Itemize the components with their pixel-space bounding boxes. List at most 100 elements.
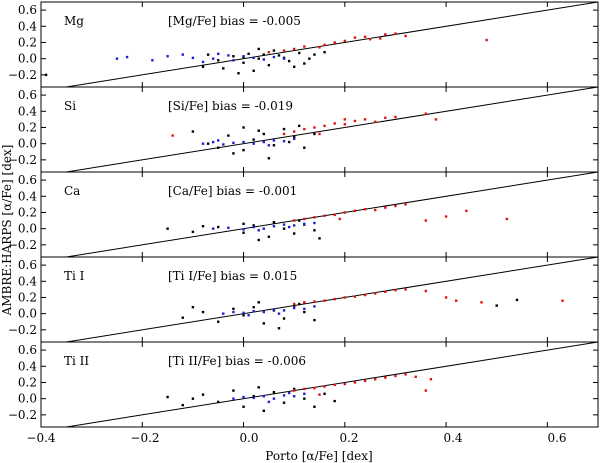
data-point-black [257,129,260,132]
data-point-red [333,297,336,301]
data-point-black [303,146,306,149]
panel-frame [40,171,599,258]
data-point-red [323,214,326,217]
data-point-black [495,304,498,307]
data-point-red [455,299,458,302]
data-point-red [343,382,347,386]
data-point-red [485,38,488,42]
data-point-red [353,381,357,384]
y-tick-label: 0.4 [18,189,37,203]
data-point-black [201,225,205,228]
data-point-blue [292,224,296,227]
panel-ca: −0.2 0.0 0.2 0.4 0.6 Ca [Ca/Fe] bias = -0.001 [8,171,599,258]
data-point-red [282,49,286,52]
data-point-red [384,33,387,36]
data-point-blue [267,400,271,404]
data-point-red [313,300,316,303]
data-point-red [424,389,428,392]
data-point-blue [262,58,265,61]
data-point-blue [247,314,250,317]
y-tick-label: 0.0 [18,52,37,66]
data-point-blue [282,140,286,143]
data-point-black [272,220,276,224]
data-point-red [444,296,448,299]
panel-si: −0.2 0.0 0.2 0.4 0.6 Si [Si/Fe] bias = -0.019 [8,86,599,173]
data-point-blue [313,221,316,225]
y-tick-label: 0.0 [18,307,37,321]
data-point-black [318,237,321,240]
data-point-blue [282,57,286,60]
plot-area [63,342,598,427]
data-point-blue [166,55,169,58]
data-point-red [313,216,316,219]
panel-frame [40,341,599,428]
y-tick-label: 0.6 [18,88,37,102]
y-tick-label: 0.4 [18,359,37,373]
data-point-black [201,65,205,68]
data-point-blue [262,227,265,230]
data-point-red [353,119,357,123]
element-label: Mg [64,14,84,28]
data-point-blue [211,227,215,230]
plot-area [44,2,598,87]
data-point-blue [287,225,291,229]
data-point-black [191,230,195,234]
data-point-red [404,203,407,206]
data-point-red [379,37,382,40]
y-tick-label: 0.4 [18,104,37,118]
data-point-blue [272,55,276,59]
data-point-red [374,120,377,124]
data-point-blue [272,225,276,228]
data-point-black [298,302,301,306]
data-point-black [292,387,296,391]
data-point-blue [232,141,235,145]
data-point-blue [201,60,205,64]
x-tick-label: −0.4 [26,431,56,445]
x-tick-label: 0.0 [239,431,258,445]
data-point-red [394,288,397,292]
data-point-blue [292,137,296,141]
data-point-red [323,124,326,128]
data-point-black [242,231,245,234]
data-point-blue [252,396,255,400]
y-tick-label: 0.2 [18,35,37,49]
data-point-black [181,316,184,319]
data-point-red [465,209,468,213]
data-point-black [333,399,336,403]
data-point-blue [252,142,255,145]
data-point-black [282,401,286,404]
data-point-blue [292,395,296,398]
element-label: Si [64,99,76,113]
y-tick-label: 0.2 [18,120,37,134]
data-point-black [191,130,195,133]
x-tick-labels: −0.4 −0.2 0.0 0.2 0.4 0.6 [26,431,566,445]
data-point-red [384,206,387,209]
data-point-blue [282,309,286,312]
data-point-blue [211,140,215,144]
data-point-blue [252,310,255,313]
data-point-red [363,118,367,121]
data-point-blue [115,57,119,60]
data-point-red [292,130,296,133]
data-point-blue [252,56,255,60]
data-point-red [318,46,321,49]
data-point-black [242,405,245,408]
data-point-red [404,373,407,376]
data-point-black [222,67,225,70]
data-point-red [318,132,321,136]
data-point-blue [227,54,230,57]
data-point-black [242,148,245,152]
data-point-blue [272,397,276,400]
data-point-red [323,299,326,302]
data-point-black [257,57,260,60]
data-point-black [252,224,255,227]
data-point-red [333,383,336,387]
data-point-red [292,302,296,306]
data-point-black [257,238,260,242]
data-point-black [206,142,210,145]
data-point-red [338,217,341,221]
data-point-blue [222,312,225,315]
y-tick-label: 0.4 [18,274,37,288]
data-point-red [424,219,428,222]
x-axis-title: Porto [α/Fe] [dex] [265,449,372,463]
